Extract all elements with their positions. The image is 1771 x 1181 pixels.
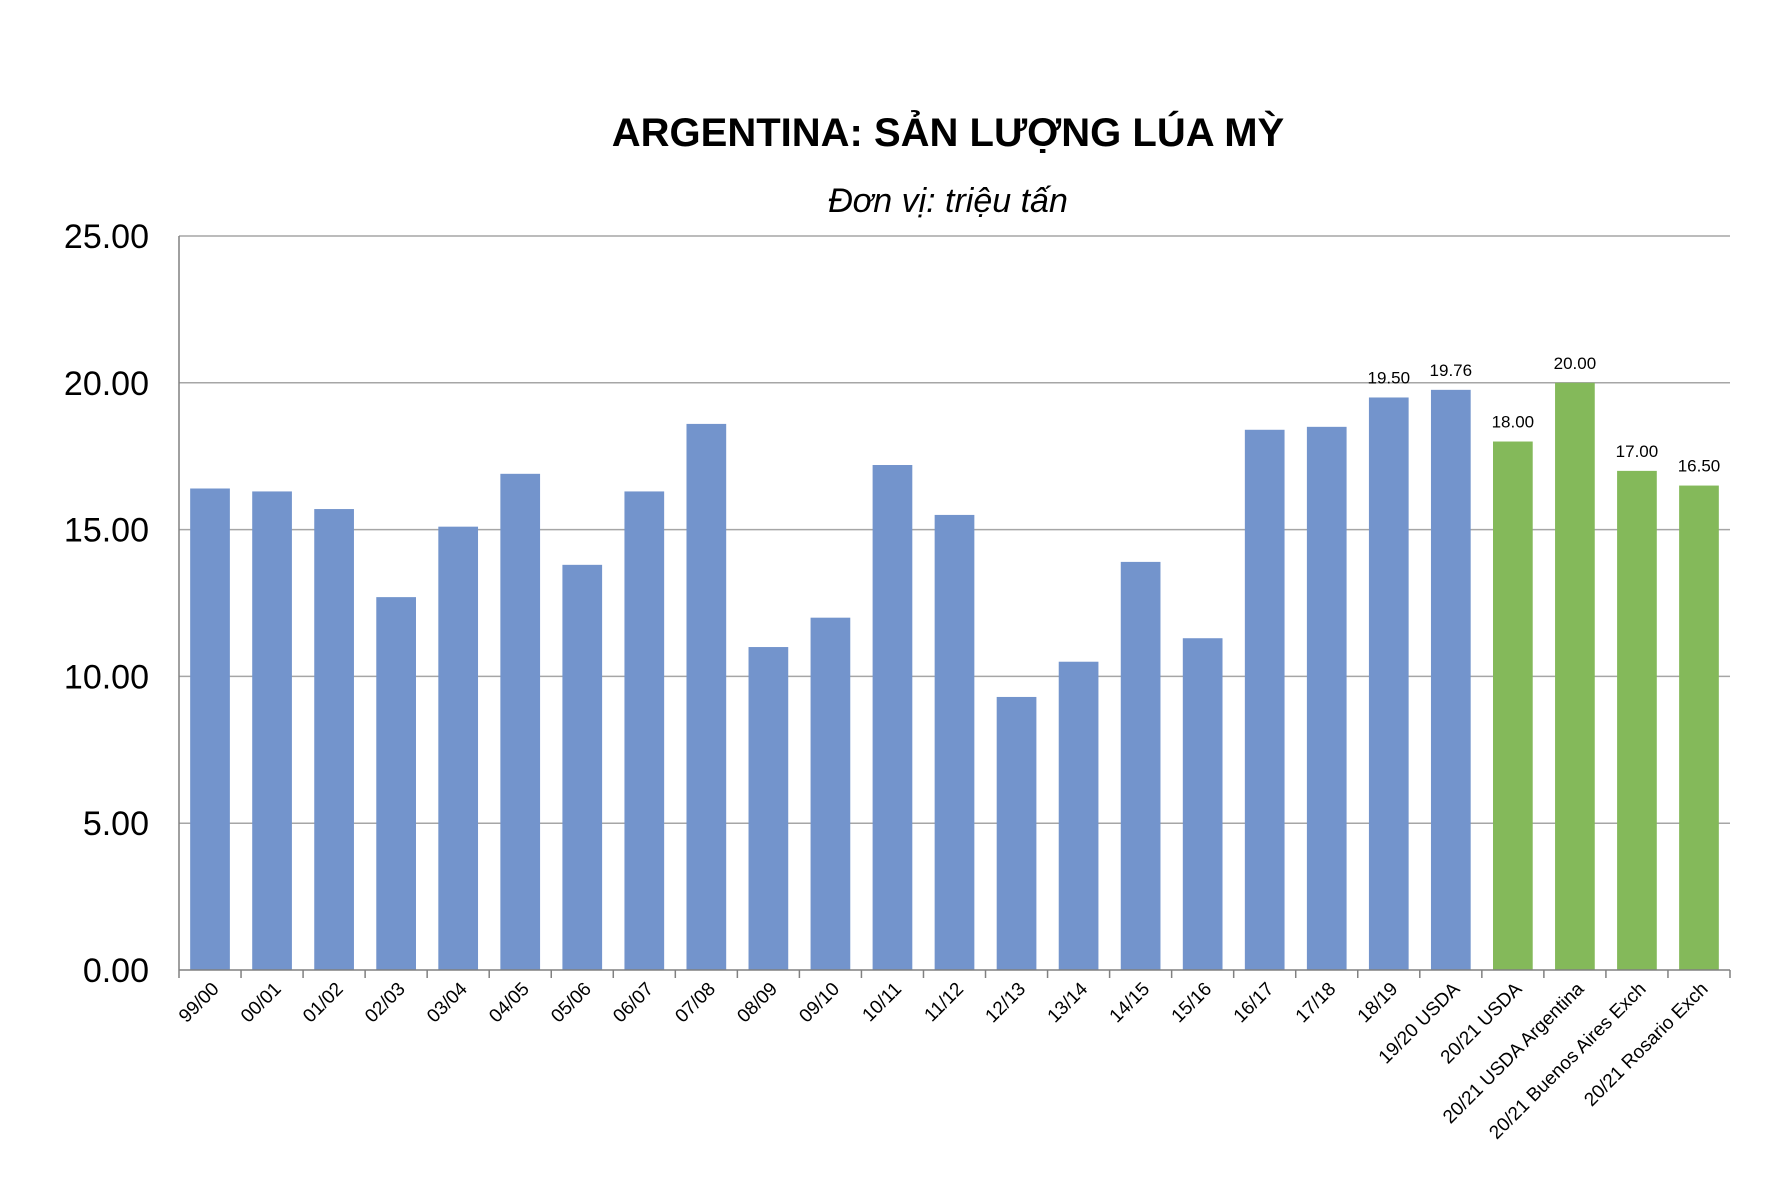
bar [996,696,1037,970]
bar [1493,441,1533,970]
bar [1182,638,1223,970]
x-tick-label: 08/09 [733,979,781,1027]
bar [1368,397,1409,971]
bar [500,473,541,970]
y-tick-label: 15.00 [64,512,149,550]
x-tick-label: 15/16 [1168,979,1216,1027]
x-tick-label: 17/18 [1292,979,1340,1027]
x-tick-label: 20/21 Rosario Exch [1580,979,1712,1111]
bar [252,491,292,970]
x-tick-label: 00/01 [237,979,285,1027]
bar [624,491,665,970]
x-tick-label: 14/15 [1106,979,1154,1027]
data-label: 16.50 [1678,457,1721,476]
bar [748,647,789,970]
x-tick-label: 13/14 [1044,978,1093,1027]
x-tick-label: 11/12 [921,979,968,1026]
y-tick-label: 10.00 [64,658,149,696]
chart-title: ARGENTINA: SẢN LƯỢNG LÚA MỲ [612,109,1285,155]
x-tick-label: 06/07 [609,979,657,1027]
x-tick-label: 16/17 [1230,979,1278,1027]
x-tick-label: 05/06 [547,979,595,1027]
bar [376,597,416,970]
data-label: 17.00 [1616,442,1659,461]
bar [438,526,479,970]
bar [686,423,727,970]
data-labels: 19.50 19.76 18.00 20.00 17.00 16.50 [1368,354,1721,476]
y-axis: 0.00 5.00 10.00 15.00 20.00 25.00 [64,218,180,990]
x-tick-label: 09/10 [795,979,843,1027]
x-tick-label: 12/13 [982,979,1030,1027]
data-label: 20.00 [1554,354,1597,373]
bar [1617,470,1657,970]
bar [562,564,603,970]
chart-subtitle: Đơn vị: triệu tấn [828,182,1068,220]
x-tick-label: 07/08 [671,979,719,1027]
x-tick-label: 03/04 [423,978,472,1027]
bar [810,617,851,970]
x-tick-label: 01/02 [299,979,347,1027]
x-tick-label: 04/05 [485,979,533,1027]
x-axis: 99/00 00/01 01/02 02/03 03/04 04/05 05/06 06/07… [175,969,1731,1144]
bar [1430,389,1471,970]
bar [1306,426,1347,971]
bar [934,514,975,970]
x-tick-label: 99/00 [175,979,223,1027]
data-label: 19.76 [1430,361,1473,380]
y-tick-label: 5.00 [83,805,149,843]
y-tick-label: 0.00 [83,952,149,990]
y-tick-label: 25.00 [64,218,149,256]
bars [190,382,1719,971]
bar [1244,429,1285,970]
y-tick-label: 20.00 [64,365,149,403]
bar [190,488,230,970]
bar [1679,485,1719,970]
x-tick-label: 18/19 [1354,979,1402,1027]
bar [1555,382,1595,970]
x-tick-label: 02/03 [361,979,409,1027]
bar [1120,561,1161,970]
data-label: 18.00 [1492,413,1535,432]
bar [314,509,354,970]
data-label: 19.50 [1368,368,1411,387]
bar [872,465,913,970]
x-tick-label: 10/11 [859,979,906,1026]
bar [1058,661,1099,970]
